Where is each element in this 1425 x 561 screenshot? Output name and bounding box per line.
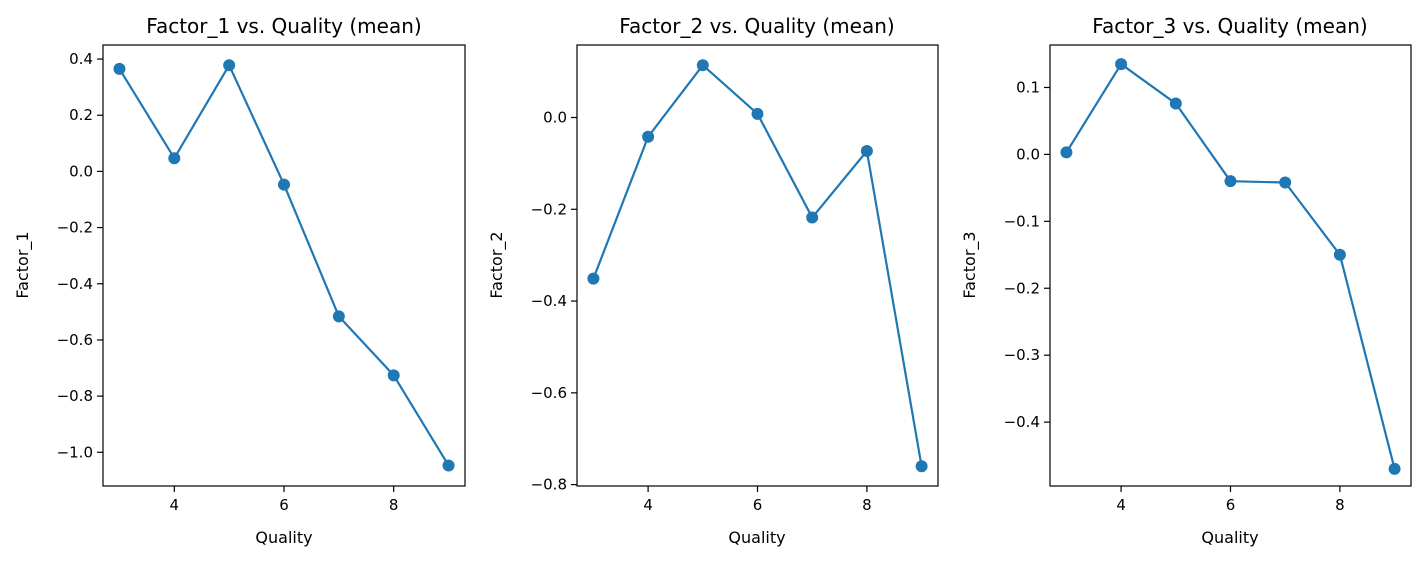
y-tick-label: −0.3 (1004, 346, 1040, 364)
x-tick-label: 6 (753, 496, 763, 514)
chart-title: Factor_2 vs. Quality (mean) (619, 14, 894, 38)
plot-area-factor-1: 0.4 0.2 0.0 −0.2 −0.4 −0.6 −0.8 −1.0 4 6 8 (57, 44, 466, 514)
chart-title: Factor_1 vs. Quality (mean) (146, 14, 421, 38)
data-point (113, 62, 126, 75)
x-axis-label: Quality (728, 528, 785, 547)
data-point (587, 272, 600, 285)
y-axis-label: Factor_3 (960, 231, 980, 298)
x-tick-label: 8 (389, 496, 399, 514)
x-tick-label: 4 (1116, 496, 1126, 514)
data-point (223, 59, 236, 72)
y-tick-label: −1.0 (57, 443, 93, 461)
axes-frame (576, 44, 939, 487)
x-tick-label: 6 (1226, 496, 1236, 514)
data-point (696, 59, 709, 72)
subplot-factor-3: Factor_3 vs. Quality (mean) Quality Fact… (960, 14, 1412, 547)
series-line (1065, 62, 1396, 470)
series-line (118, 64, 450, 467)
data-point (806, 211, 819, 224)
series-line (592, 64, 923, 467)
data-point (642, 130, 655, 143)
subplot-factor-1: Factor_1 vs. Quality (mean) Quality Fact… (13, 14, 466, 547)
y-tick-label: −0.2 (531, 200, 567, 218)
data-point (1224, 175, 1237, 188)
y-tick-label: 0.0 (543, 109, 567, 127)
x-axis-label: Quality (1201, 528, 1258, 547)
data-point (332, 310, 345, 323)
data-point (915, 460, 928, 473)
plot-area-factor-2: 0.0 −0.2 −0.4 −0.6 −0.8 4 6 8 (531, 44, 939, 514)
axes-frame (1049, 44, 1412, 487)
y-axis-label: Factor_2 (487, 231, 507, 298)
data-point (1333, 248, 1346, 261)
data-point (1169, 97, 1182, 110)
x-tick-label: 4 (643, 496, 653, 514)
y-tick-label: −0.4 (1004, 413, 1040, 431)
y-axis-label: Factor_1 (13, 231, 33, 298)
x-axis-label: Quality (255, 528, 312, 547)
y-tick-label: 0.0 (1016, 145, 1040, 163)
data-point (168, 152, 181, 165)
x-tick-label: 6 (279, 496, 289, 514)
y-tick-label: −0.8 (57, 387, 93, 405)
data-point (1388, 462, 1401, 475)
data-point (1115, 58, 1128, 71)
axes-frame (102, 44, 466, 487)
data-point (1279, 176, 1292, 189)
y-tick-label: −0.4 (57, 275, 93, 293)
subplot-factor-2: Factor_2 vs. Quality (mean) Quality Fact… (487, 14, 939, 547)
y-tick-label: 0.4 (69, 50, 93, 68)
x-tick-label: 8 (862, 496, 872, 514)
y-tick-label: 0.1 (1016, 78, 1040, 96)
y-tick-label: −0.2 (57, 219, 93, 237)
y-tick-label: −0.6 (531, 384, 567, 402)
data-point (1060, 146, 1073, 159)
data-point (860, 145, 873, 158)
x-tick-label: 4 (170, 496, 180, 514)
y-tick-label: −0.1 (1004, 212, 1040, 230)
data-point (387, 369, 400, 382)
y-tick-label: 0.0 (69, 162, 93, 180)
plot-area-factor-3: 0.1 0.0 −0.1 −0.2 −0.3 −0.4 4 6 8 (1004, 44, 1412, 514)
data-point (751, 107, 764, 120)
chart-title: Factor_3 vs. Quality (mean) (1092, 14, 1367, 38)
y-tick-label: −0.8 (531, 476, 567, 494)
y-tick-label: 0.2 (69, 106, 93, 124)
data-point (442, 459, 455, 472)
x-tick-label: 8 (1335, 496, 1345, 514)
data-point (278, 178, 290, 191)
y-tick-label: −0.6 (57, 331, 93, 349)
y-tick-label: −0.2 (1004, 279, 1040, 297)
y-tick-label: −0.4 (531, 292, 567, 310)
